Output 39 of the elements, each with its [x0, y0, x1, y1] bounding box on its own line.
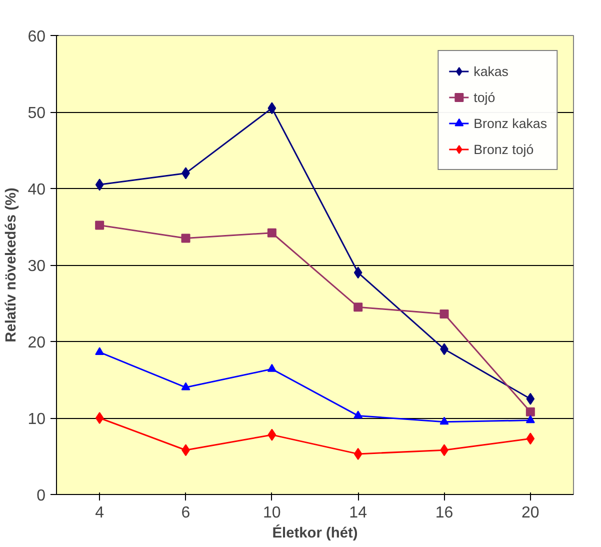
- y-tick-label: 10: [28, 411, 46, 428]
- point: [267, 228, 276, 238]
- legend-label: Bronz tojó: [474, 142, 534, 156]
- x-tick-label: 4: [95, 504, 104, 522]
- point: [268, 428, 276, 441]
- x-axis-title: Életkor (hét): [272, 524, 358, 542]
- y-tick-label: 20: [28, 334, 46, 352]
- point: [526, 415, 535, 424]
- legend-label: Bronz kakas: [474, 116, 547, 130]
- y-tick-label: 0: [36, 488, 46, 504]
- point: [526, 407, 535, 416]
- x-tick-label: 16: [435, 504, 454, 522]
- point: [181, 234, 190, 243]
- point: [526, 392, 535, 405]
- point: [354, 302, 363, 312]
- y-tick-label: 30: [28, 258, 46, 275]
- y-tick-label: 60: [28, 28, 46, 46]
- point: [95, 412, 104, 424]
- point: [354, 410, 363, 419]
- point: [440, 309, 449, 318]
- y-axis-title: Relatív növekedés (%): [4, 188, 20, 342]
- point: [268, 102, 276, 114]
- x-tick-label: 6: [181, 504, 190, 522]
- legend-label: kakas: [474, 64, 508, 78]
- point: [354, 266, 362, 279]
- point: [95, 220, 104, 230]
- y-tick-label: 40: [28, 182, 46, 198]
- legend-label: tojó: [474, 90, 496, 104]
- point: [181, 382, 190, 390]
- point: [95, 178, 104, 191]
- point: [267, 364, 276, 372]
- point: [354, 448, 362, 460]
- x-tick-label: 20: [522, 504, 540, 522]
- point: [526, 432, 535, 445]
- y-tick-label: 50: [28, 105, 46, 122]
- point: [95, 347, 104, 356]
- x-tick-label: 14: [349, 504, 368, 522]
- point: [440, 416, 449, 425]
- x-tick-label: 10: [263, 504, 281, 522]
